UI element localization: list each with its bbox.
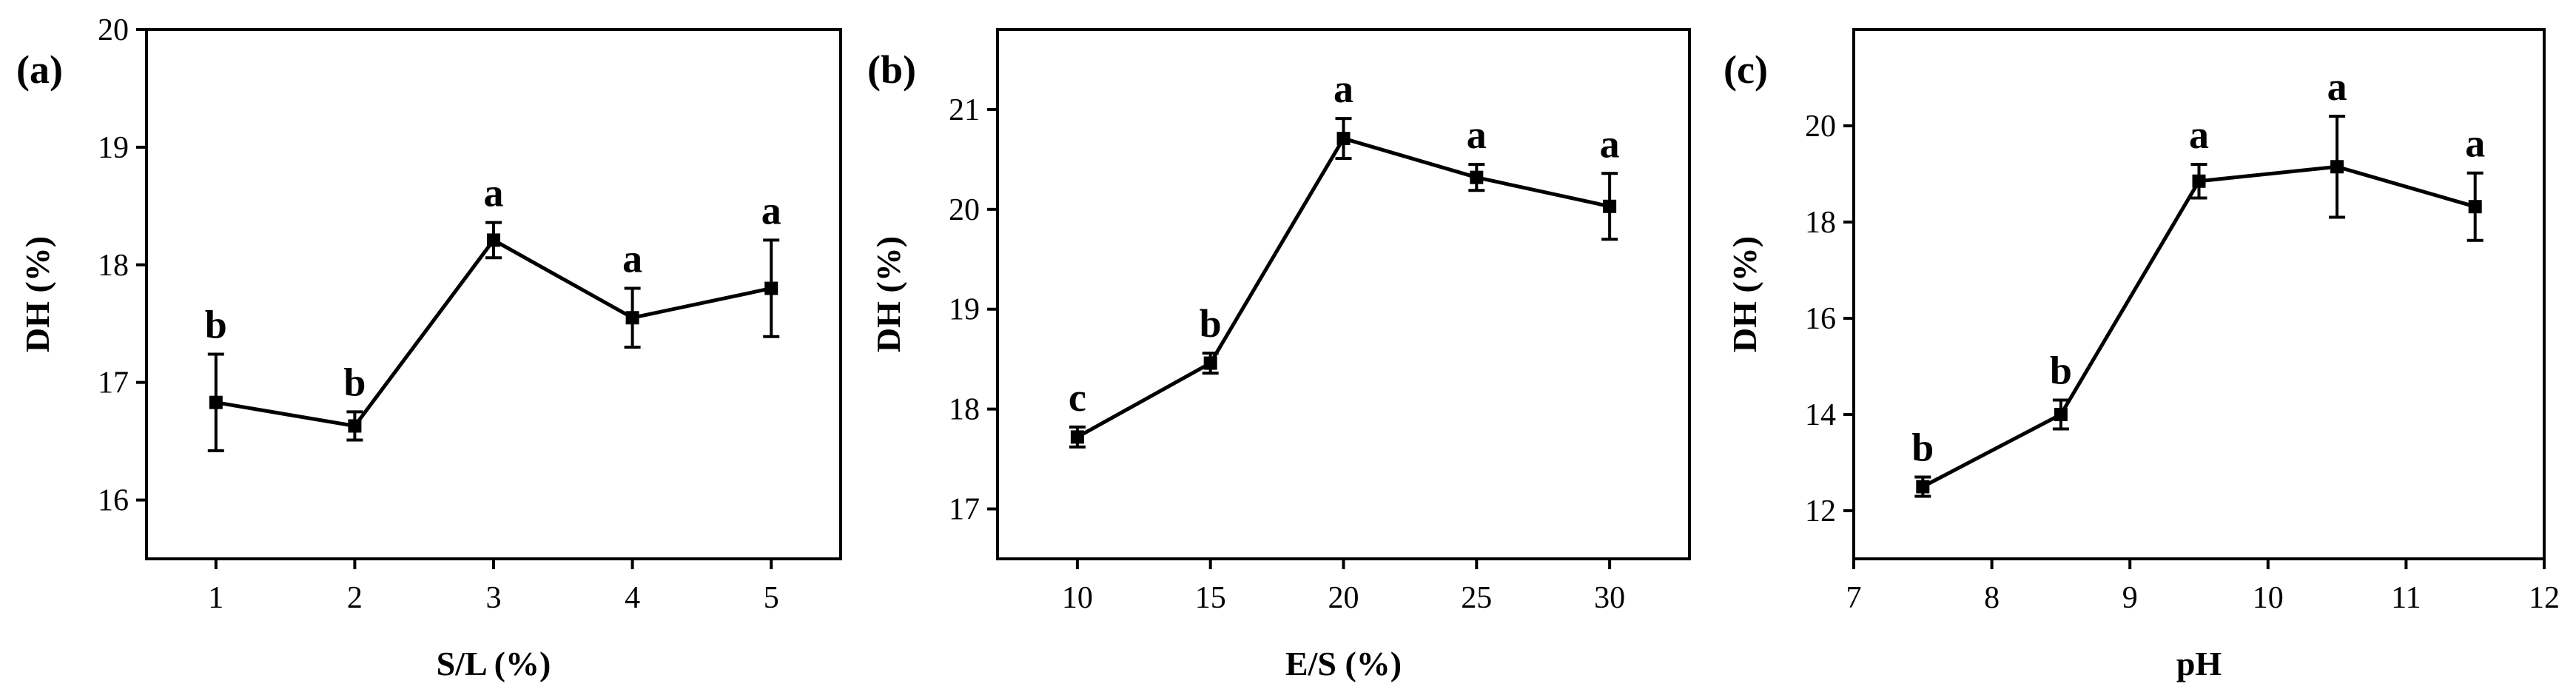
x-tick-label: 8 bbox=[1984, 581, 2000, 615]
data-point bbox=[625, 311, 639, 325]
y-tick-label: 18 bbox=[98, 249, 129, 283]
x-tick-label: 11 bbox=[2391, 581, 2421, 615]
y-tick-label: 17 bbox=[949, 493, 980, 527]
x-tick-label: 1 bbox=[208, 581, 223, 615]
significance-label: a bbox=[484, 171, 504, 215]
y-tick-label: 16 bbox=[1805, 302, 1836, 336]
y-axis-title: DH (%) bbox=[870, 236, 907, 352]
data-point bbox=[1603, 199, 1617, 213]
x-tick-label: 30 bbox=[1594, 581, 1625, 615]
data-point bbox=[209, 395, 223, 409]
significance-label: a bbox=[622, 237, 642, 281]
data-point bbox=[1470, 170, 1484, 184]
significance-label: b bbox=[1911, 426, 1934, 470]
x-tick-label: 25 bbox=[1461, 581, 1492, 615]
significance-label: a bbox=[1467, 113, 1487, 157]
y-tick-label: 18 bbox=[1805, 206, 1836, 240]
data-point bbox=[1336, 132, 1351, 146]
series-line bbox=[1922, 164, 2476, 489]
data-point bbox=[2054, 408, 2068, 421]
significance-label: b bbox=[1200, 301, 1222, 346]
x-tick-label: 3 bbox=[486, 581, 502, 615]
y-tick-label: 21 bbox=[949, 93, 980, 127]
x-tick-label: 15 bbox=[1195, 581, 1226, 615]
x-axis-title: E/S (%) bbox=[1285, 645, 1402, 682]
significance-label: a bbox=[2465, 121, 2485, 166]
y-tick-label: 16 bbox=[98, 484, 129, 518]
y-axis-title: DH (%) bbox=[19, 236, 56, 352]
panel-label: (a) bbox=[16, 47, 63, 92]
x-tick-label: 10 bbox=[1062, 581, 1093, 615]
significance-label: a bbox=[1334, 67, 1353, 111]
y-tick-label: 17 bbox=[98, 366, 129, 400]
significance-label: a bbox=[1600, 121, 1620, 166]
data-point bbox=[1916, 480, 1930, 494]
significance-label: a bbox=[2189, 113, 2209, 157]
y-tick-label: 20 bbox=[98, 13, 129, 47]
y-axis-title: DH (%) bbox=[1726, 236, 1763, 352]
data-point bbox=[1070, 430, 1084, 444]
data-point bbox=[2330, 160, 2344, 174]
x-tick-label: 4 bbox=[625, 581, 640, 615]
data-point bbox=[764, 281, 778, 295]
x-axis-title: S/L (%) bbox=[437, 645, 551, 682]
significance-label: b bbox=[343, 360, 366, 404]
data-point bbox=[2468, 200, 2482, 214]
data-point bbox=[348, 419, 362, 433]
x-tick-label: 20 bbox=[1328, 581, 1359, 615]
data-point bbox=[487, 233, 500, 247]
x-tick-label: 9 bbox=[2122, 581, 2138, 615]
y-tick-label: 14 bbox=[1805, 398, 1836, 432]
significance-label: a bbox=[2327, 64, 2347, 109]
y-tick-label: 12 bbox=[1805, 494, 1836, 528]
panel-label: (c) bbox=[1724, 47, 1768, 92]
x-tick-label: 7 bbox=[1846, 581, 1862, 615]
data-point bbox=[2192, 174, 2206, 188]
significance-label: a bbox=[761, 188, 781, 232]
panel-label: (b) bbox=[867, 47, 916, 92]
x-axis-title: pH bbox=[2176, 645, 2222, 682]
y-tick-label: 20 bbox=[949, 193, 980, 227]
series-line bbox=[1076, 136, 1610, 439]
y-tick-label: 18 bbox=[949, 393, 980, 427]
plot-frame bbox=[1852, 28, 2546, 560]
x-tick-label: 12 bbox=[2529, 581, 2560, 615]
series-line bbox=[215, 238, 772, 429]
x-tick-label: 10 bbox=[2253, 581, 2284, 615]
significance-label: b bbox=[2050, 349, 2072, 393]
x-tick-label: 5 bbox=[764, 581, 779, 615]
x-tick-label: 2 bbox=[347, 581, 363, 615]
y-tick-label: 20 bbox=[1805, 110, 1836, 144]
significance-label: c bbox=[1069, 375, 1086, 420]
data-point bbox=[1203, 356, 1217, 370]
y-tick-label: 19 bbox=[949, 293, 980, 327]
y-tick-label: 19 bbox=[98, 131, 129, 165]
significance-label: b bbox=[205, 303, 227, 347]
